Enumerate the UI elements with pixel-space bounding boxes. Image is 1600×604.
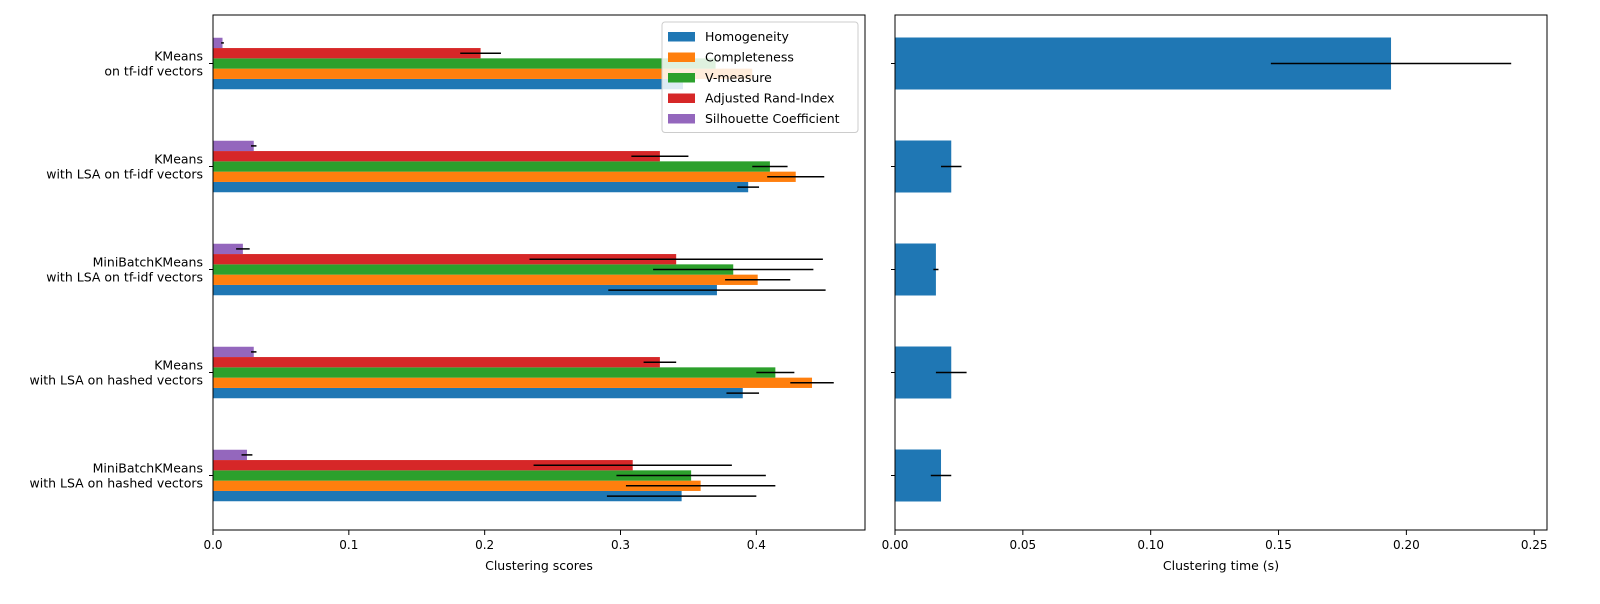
x-tick-label: 0.25 xyxy=(1521,538,1548,552)
x-tick-label: 0.0 xyxy=(203,538,222,552)
bar-0-0-1 xyxy=(213,181,749,193)
x-tick-label: 0.10 xyxy=(1137,538,1164,552)
bar-0-1-3 xyxy=(213,377,813,388)
bar-0-2-4 xyxy=(213,470,692,481)
y-category-label-line2: on tf-idf vectors xyxy=(104,64,203,79)
bar-0-4-1 xyxy=(213,140,254,152)
time-panel: 0.00 0.05 0.10 0.15 0.20 0.25 Clustering time … xyxy=(882,14,1548,573)
y-category-label-line1: KMeans xyxy=(154,358,203,373)
y-category-label-line1: MiniBatchKMeans xyxy=(93,461,203,476)
x-tick-label: 0.20 xyxy=(1393,538,1420,552)
plot-frame xyxy=(894,14,1548,531)
y-category-label-line2: with LSA on tf-idf vectors xyxy=(46,270,203,285)
bar-0-3-2 xyxy=(213,254,677,265)
plot-frame xyxy=(212,14,866,531)
y-category-label-line1: KMeans xyxy=(154,49,203,64)
bar-0-2-3 xyxy=(213,367,776,378)
legend-swatch xyxy=(668,93,695,103)
bar-0-2-0 xyxy=(213,58,716,69)
legend-swatch xyxy=(668,114,695,124)
bar-0-3-4 xyxy=(213,460,633,471)
legend-entry: V-measure xyxy=(705,70,772,85)
legend-swatch xyxy=(668,73,695,83)
bar-0-0-3 xyxy=(213,387,743,399)
y-category-label-line2: with LSA on hashed vectors xyxy=(30,476,203,491)
x-tick-label: 0.00 xyxy=(882,538,909,552)
x-tick-label: 0.2 xyxy=(475,538,494,552)
legend-entry: Silhouette Coefficient xyxy=(705,111,840,126)
x-tick-label: 0.1 xyxy=(339,538,358,552)
y-category-label-line2: with LSA on tf-idf vectors xyxy=(46,167,203,182)
legend-entry: Adjusted Rand-Index xyxy=(705,91,835,106)
y-category-label-line2: with LSA on hashed vectors xyxy=(30,373,203,388)
x-tick-label: 0.15 xyxy=(1265,538,1292,552)
bar-0-3-1 xyxy=(213,151,660,162)
bar-0-0-4 xyxy=(213,490,682,502)
bar-0-2-2 xyxy=(213,264,734,275)
bar-0-4-3 xyxy=(213,346,254,358)
bar-0-1-1 xyxy=(213,171,796,182)
x-tick-label: 0.05 xyxy=(1009,538,1036,552)
y-category-label-line1: MiniBatchKMeans xyxy=(93,255,203,270)
x-tick-label: 0.4 xyxy=(747,538,766,552)
x-axis-label: Clustering time (s) xyxy=(1163,558,1279,573)
legend-swatch xyxy=(668,52,695,62)
bar-1-0-2 xyxy=(895,243,936,296)
legend-box xyxy=(661,21,859,133)
bar-0-3-0 xyxy=(213,48,481,59)
bar-0-0-2 xyxy=(213,284,717,296)
y-category-label-line1: KMeans xyxy=(154,152,203,167)
bar-0-0-0 xyxy=(213,78,683,90)
bar-0-3-3 xyxy=(213,357,660,368)
bar-0-4-0 xyxy=(213,37,223,49)
bar-0-2-1 xyxy=(213,161,770,172)
bar-0-4-2 xyxy=(213,243,243,255)
x-axis-label: Clustering scores xyxy=(485,558,593,573)
x-tick-label: 0.3 xyxy=(611,538,630,552)
legend-entry: Homogeneity xyxy=(705,29,789,44)
bar-0-1-4 xyxy=(213,480,701,491)
legend: Homogeneity Completeness V-measure Adjusted… xyxy=(661,21,859,133)
bar-0-4-4 xyxy=(213,449,247,461)
legend-swatch xyxy=(668,32,695,42)
legend-entry: Completeness xyxy=(705,50,794,65)
bar-0-1-0 xyxy=(213,68,753,79)
bar-0-1-2 xyxy=(213,274,758,285)
